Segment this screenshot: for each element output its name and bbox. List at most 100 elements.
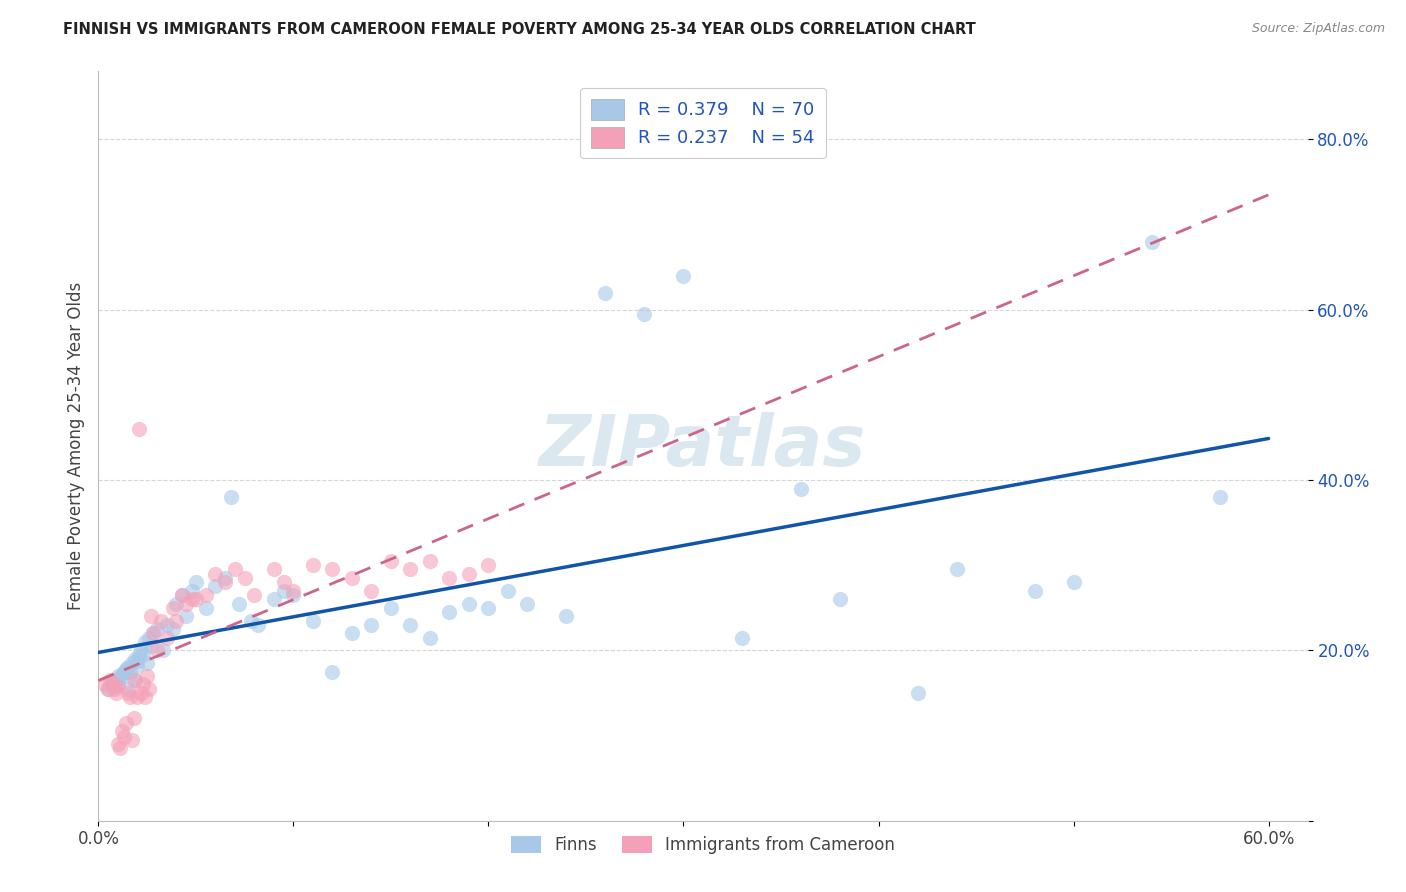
Point xyxy=(172,588,194,602)
Point xyxy=(907,686,929,700)
Point xyxy=(380,554,402,568)
Point xyxy=(128,648,150,662)
Point xyxy=(172,588,194,602)
Point xyxy=(162,622,184,636)
Point xyxy=(731,631,754,645)
Point xyxy=(139,639,162,653)
Point xyxy=(174,609,197,624)
Point xyxy=(439,605,461,619)
Point xyxy=(136,669,159,683)
Point xyxy=(121,732,143,747)
Point xyxy=(419,631,441,645)
Point xyxy=(273,583,295,598)
Point xyxy=(1024,583,1046,598)
Point xyxy=(263,592,285,607)
Point xyxy=(97,681,120,696)
Point xyxy=(131,686,153,700)
Point xyxy=(117,660,139,674)
Point xyxy=(214,571,236,585)
Point xyxy=(194,600,217,615)
Point xyxy=(118,690,141,705)
Point xyxy=(108,741,131,756)
Point xyxy=(104,686,127,700)
Point xyxy=(134,690,156,705)
Point xyxy=(595,285,617,300)
Point xyxy=(224,562,246,576)
Point xyxy=(132,677,155,691)
Point xyxy=(1140,235,1163,249)
Point xyxy=(283,588,305,602)
Point xyxy=(122,673,145,688)
Point xyxy=(98,673,121,688)
Point xyxy=(439,571,461,585)
Point xyxy=(828,592,851,607)
Point xyxy=(114,715,136,730)
Point xyxy=(321,562,343,576)
Text: Source: ZipAtlas.com: Source: ZipAtlas.com xyxy=(1251,22,1385,36)
Point xyxy=(149,614,172,628)
Point xyxy=(165,597,187,611)
Point xyxy=(233,571,256,585)
Point xyxy=(108,671,131,685)
Point xyxy=(477,558,499,573)
Point xyxy=(184,575,207,590)
Point xyxy=(340,571,363,585)
Point xyxy=(458,597,481,611)
Point xyxy=(496,583,519,598)
Point xyxy=(633,307,655,321)
Point xyxy=(360,583,382,598)
Point xyxy=(239,614,262,628)
Point xyxy=(162,600,184,615)
Point xyxy=(117,686,139,700)
Point xyxy=(136,656,159,670)
Point xyxy=(111,724,134,739)
Point xyxy=(228,597,250,611)
Point xyxy=(112,665,135,679)
Point xyxy=(243,588,266,602)
Point xyxy=(321,665,343,679)
Point xyxy=(302,614,325,628)
Point xyxy=(477,600,499,615)
Legend: Finns, Immigrants from Cameroon: Finns, Immigrants from Cameroon xyxy=(505,830,901,861)
Point xyxy=(142,626,165,640)
Point xyxy=(97,681,120,696)
Point xyxy=(132,648,155,662)
Point xyxy=(127,654,149,668)
Point xyxy=(121,656,143,670)
Point xyxy=(142,626,165,640)
Point xyxy=(122,711,145,725)
Point xyxy=(103,681,125,696)
Point xyxy=(104,673,127,688)
Point xyxy=(112,730,135,744)
Point xyxy=(139,609,162,624)
Point xyxy=(101,677,124,691)
Point xyxy=(103,679,125,693)
Point xyxy=(263,562,285,576)
Point xyxy=(156,617,179,632)
Point xyxy=(107,679,129,693)
Point xyxy=(458,566,481,581)
Point xyxy=(184,592,207,607)
Point xyxy=(111,667,134,681)
Point xyxy=(165,614,187,628)
Point xyxy=(128,422,150,436)
Point xyxy=(138,681,160,696)
Point xyxy=(181,583,204,598)
Point xyxy=(247,617,270,632)
Point xyxy=(107,669,129,683)
Point xyxy=(181,592,204,607)
Point xyxy=(194,588,217,602)
Text: FINNISH VS IMMIGRANTS FROM CAMEROON FEMALE POVERTY AMONG 25-34 YEAR OLDS CORRELA: FINNISH VS IMMIGRANTS FROM CAMEROON FEMA… xyxy=(63,22,976,37)
Point xyxy=(101,677,124,691)
Y-axis label: Female Poverty Among 25-34 Year Olds: Female Poverty Among 25-34 Year Olds xyxy=(66,282,84,610)
Point xyxy=(138,631,160,645)
Point xyxy=(672,268,695,283)
Point xyxy=(204,566,226,581)
Point xyxy=(340,626,363,640)
Point xyxy=(273,575,295,590)
Point xyxy=(399,562,422,576)
Point xyxy=(118,665,141,679)
Point xyxy=(117,681,139,696)
Point xyxy=(302,558,325,573)
Point xyxy=(134,635,156,649)
